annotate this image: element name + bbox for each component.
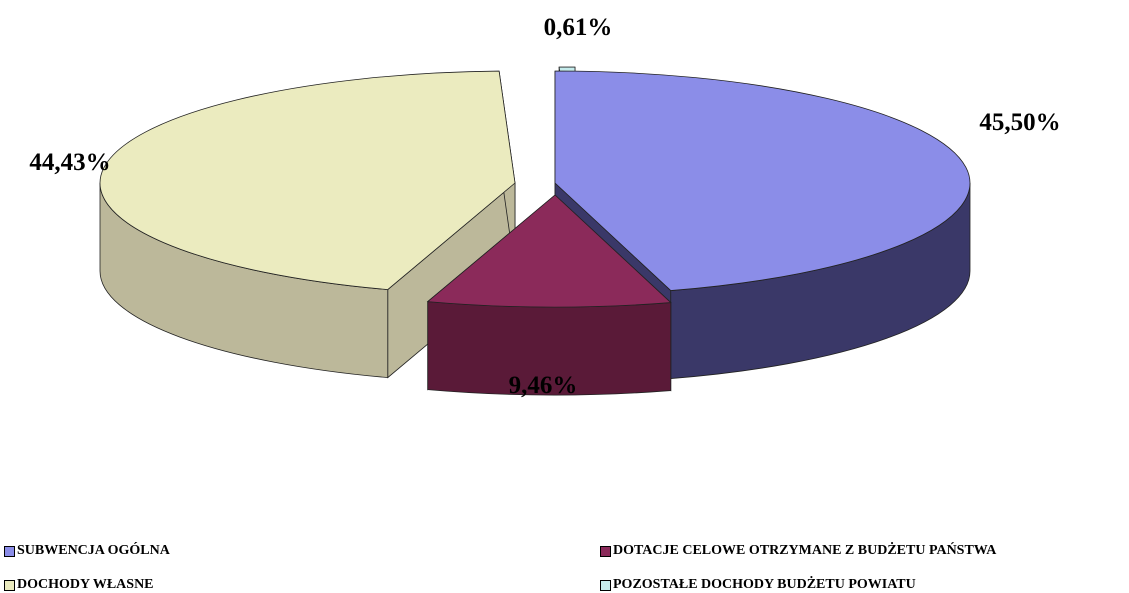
data-label: 9,46%	[509, 372, 578, 399]
legend-item-subwencja-ogolna: SUBWENCJA OGÓLNA	[4, 543, 170, 559]
slice-labels: 45,50% 9,46% 44,43% 0,61%	[29, 14, 1060, 399]
slice-top-2	[99, 70, 516, 291]
legend-item-dotacje-celowe: DOTACJE CELOWE OTRZYMANE Z BUDŻETU PAŃST…	[600, 543, 996, 559]
legend-swatch	[4, 579, 15, 591]
legend-label: DOTACJE CELOWE OTRZYMANE Z BUDŻETU PAŃST…	[613, 543, 997, 558]
slice-top-0	[554, 70, 971, 291]
legend-label: DOCHODY WŁASNE	[17, 577, 154, 592]
data-label: 0,61%	[544, 14, 613, 41]
legend-swatch	[4, 545, 15, 557]
slice-top-1	[426, 194, 672, 308]
legend-label: SUBWENCJA OGÓLNA	[17, 543, 170, 558]
data-label: 45,50%	[979, 109, 1060, 136]
legend-item-dochody-wlasne: DOCHODY WŁASNE	[4, 577, 154, 593]
legend-swatch	[600, 545, 611, 557]
legend-label: POZOSTAŁE DOCHODY BUDŻETU POWIATU	[613, 577, 916, 592]
legend-swatch	[600, 579, 611, 591]
data-label: 44,43%	[29, 149, 110, 176]
pie-chart: 45,50% 9,46% 44,43% 0,61%	[29, 14, 1060, 399]
legend-item-pozostale-dochody: POZOSTAŁE DOCHODY BUDŻETU POWIATU	[600, 577, 916, 593]
slice-tops	[99, 66, 971, 308]
